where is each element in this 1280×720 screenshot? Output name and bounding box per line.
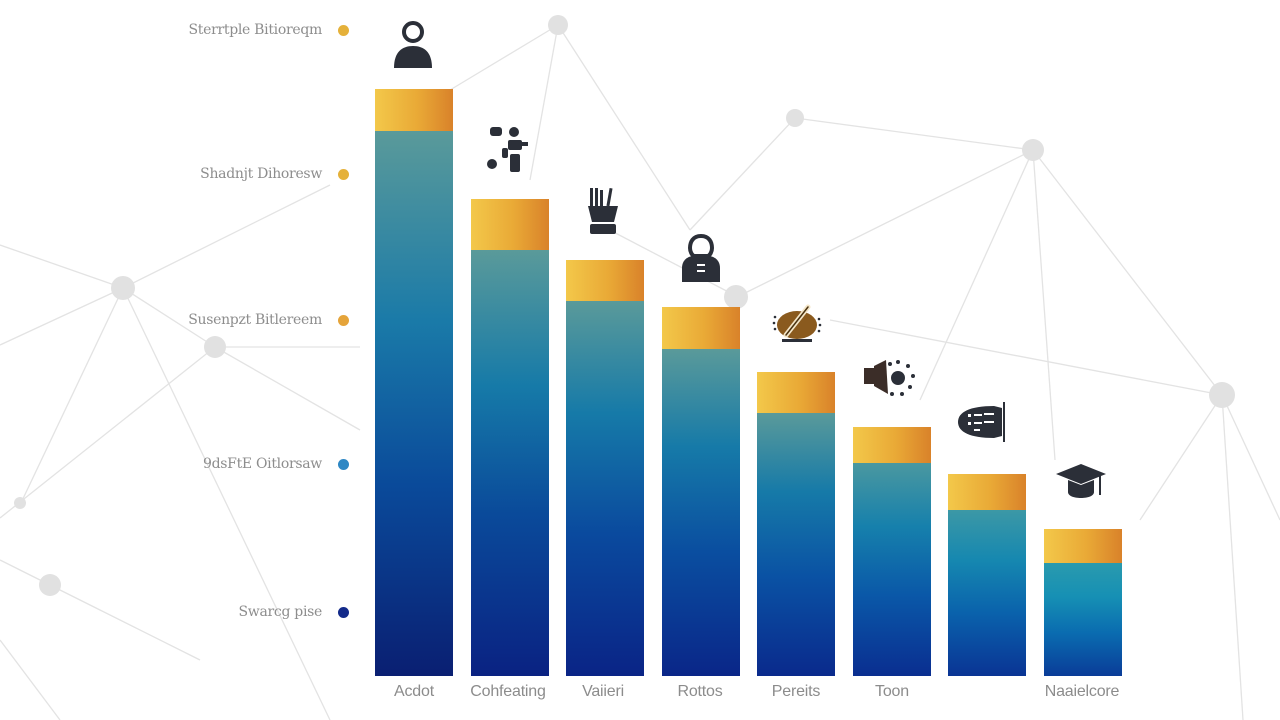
x-axis-label: Cohfeating [470,683,546,700]
pencil-cup-icon [576,184,630,238]
graduation-cap-icon [1054,454,1108,508]
person-icon [386,16,440,70]
legend-item: 9dsFtE Oitlorsaw [0,454,352,474]
bar-4 [662,307,740,676]
bar-cap [662,307,740,349]
x-axis-label: Vaiieri [582,683,624,700]
bar-5 [757,372,835,676]
megaphone-virus-icon [862,350,916,404]
legend-dot-icon [338,314,349,326]
legend-dot-icon [338,24,349,36]
bar-body [375,131,453,676]
bar-cap [471,199,549,250]
bar-6 [853,427,931,676]
bar-body [566,301,644,676]
bar-body [471,250,549,676]
legend-label: Shadnjt Dihoresw [200,166,322,182]
bar-cap [948,474,1026,510]
legend-dot-icon [338,458,349,470]
x-axis-label: Naaielcore [1044,683,1120,700]
x-axis-label: Acdot [394,683,434,700]
legend-item: Sterrtple Bitioreqm [0,20,352,40]
legend-item: Susenpzt Bitlereem [0,310,352,330]
x-axis-label: Toon [875,683,909,700]
bar-3 [566,260,644,676]
legend-label: Sterrtple Bitioreqm [188,22,322,38]
legend-item: Swarcg pise [0,602,352,622]
bar-2 [471,199,549,676]
mortar-pestle-icon [770,295,824,349]
bar-7 [948,474,1026,676]
robot-pieces-icon [484,122,538,176]
bar-body [1044,563,1122,676]
bar-cap [375,89,453,131]
bar-body [948,510,1026,676]
legend-dot-icon [338,168,349,180]
x-axis-label: Pereits [771,683,821,700]
legend-item: Shadnjt Dihoresw [0,164,352,184]
legend-label: Swarcg pise [238,604,323,620]
bar-1 [375,89,453,676]
bar-body [853,463,931,676]
bar-body [662,349,740,676]
spaceship-icon [954,396,1008,450]
bar-cap [566,260,644,301]
bar-cap [853,427,931,463]
x-axis-label: Rottos [677,683,723,700]
bar-cap [757,372,835,413]
bar-body [757,413,835,676]
legend-label: Susenpzt Bitlereem [188,312,322,328]
bar-8 [1044,529,1122,676]
legend-dot-icon [338,606,349,618]
bar-cap [1044,529,1122,563]
legend-label: 9dsFtE Oitlorsaw [203,456,322,472]
hooded-figure-icon [674,232,728,286]
